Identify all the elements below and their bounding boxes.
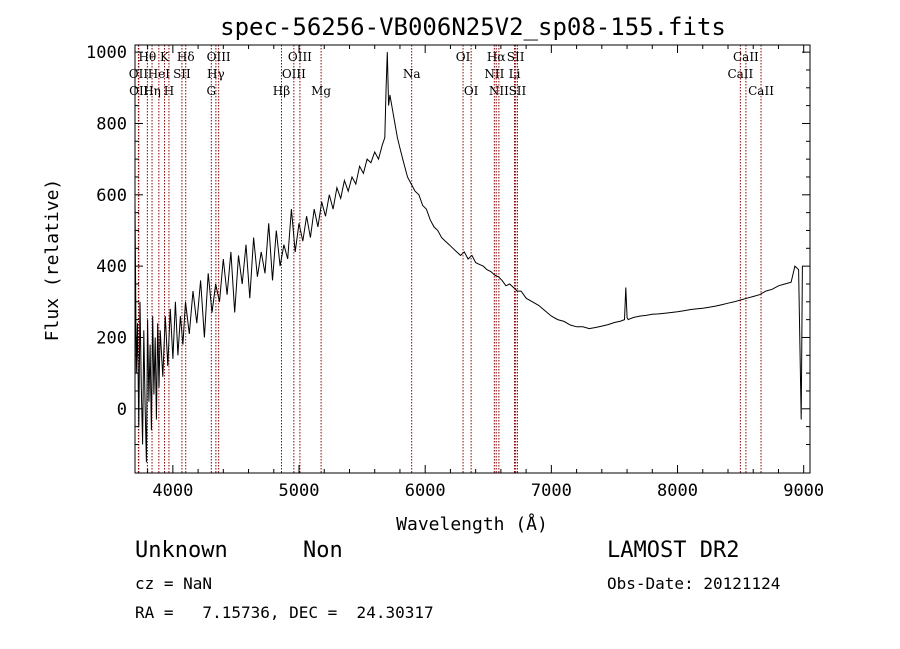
obs-date: Obs-Date: 20121124 xyxy=(607,574,781,593)
cz-value: cz = NaN xyxy=(135,574,213,593)
class-label: Unknown xyxy=(135,538,228,563)
x-axis-label: Wavelength (Å) xyxy=(396,513,548,535)
marker-label: G xyxy=(207,84,217,98)
marker-label: H xyxy=(164,84,174,98)
marker-label: OII xyxy=(129,67,149,81)
marker-label: OI xyxy=(456,50,471,64)
spectrum-line xyxy=(134,52,803,463)
marker-label: SII xyxy=(173,67,191,81)
marker-label: HeI xyxy=(148,67,171,81)
marker-label: OII xyxy=(129,84,149,98)
marker-label: K xyxy=(160,50,170,64)
x-tick-label: 9000 xyxy=(783,481,824,501)
marker-label: OI xyxy=(464,84,479,98)
subclass-label: Non xyxy=(303,538,343,563)
x-tick-label: 8000 xyxy=(657,481,698,501)
survey-label: LAMOST DR2 xyxy=(607,538,740,563)
x-tick-label: 6000 xyxy=(405,481,446,501)
y-tick-label: 600 xyxy=(96,186,127,206)
marker-label: CaII xyxy=(733,50,759,64)
y-tick-label: 400 xyxy=(96,257,127,277)
y-axis-label: Flux (relative) xyxy=(42,179,63,342)
x-axis-ticks: 4000 5000 6000 7000 8000 9000 xyxy=(147,45,824,501)
marker-label: Hα xyxy=(487,50,506,64)
y-axis-ticks: 0 200 400 600 800 1000 xyxy=(86,43,810,445)
x-tick-label: 7000 xyxy=(531,481,572,501)
marker-label: CaII xyxy=(748,84,774,98)
marker-label: SII xyxy=(507,50,525,64)
marker-label: Hδ xyxy=(177,50,195,64)
marker-label: CaII xyxy=(727,67,753,81)
marker-label: NII xyxy=(484,67,504,81)
marker-label: Mg xyxy=(311,84,331,98)
x-tick-label: 4000 xyxy=(152,481,193,501)
marker-label: OIII xyxy=(288,50,312,64)
marker-label: NII xyxy=(489,84,509,98)
y-tick-label: 0 xyxy=(117,400,127,420)
chart-title: spec-56256-VB006N25V2_sp08-155.fits xyxy=(220,13,726,41)
marker-label: SII xyxy=(509,84,527,98)
marker-label: Hη xyxy=(143,84,161,98)
y-tick-label: 200 xyxy=(96,328,127,348)
marker-label: Hθ xyxy=(139,50,157,64)
marker-label: OIII xyxy=(282,67,306,81)
y-tick-label: 800 xyxy=(96,114,127,134)
marker-label: Na xyxy=(403,67,421,81)
marker-label: OIII xyxy=(207,50,231,64)
marker-label: Hβ xyxy=(273,84,290,98)
marker-label: Hγ xyxy=(207,67,225,81)
emission-line-markers xyxy=(137,45,762,473)
x-tick-label: 5000 xyxy=(279,481,320,501)
plot-frame xyxy=(134,44,811,474)
y-tick-label: 1000 xyxy=(86,43,127,63)
coordinates: RA = 7.15736, DEC = 24.30317 xyxy=(135,603,434,622)
marker-label: Li xyxy=(509,67,521,81)
